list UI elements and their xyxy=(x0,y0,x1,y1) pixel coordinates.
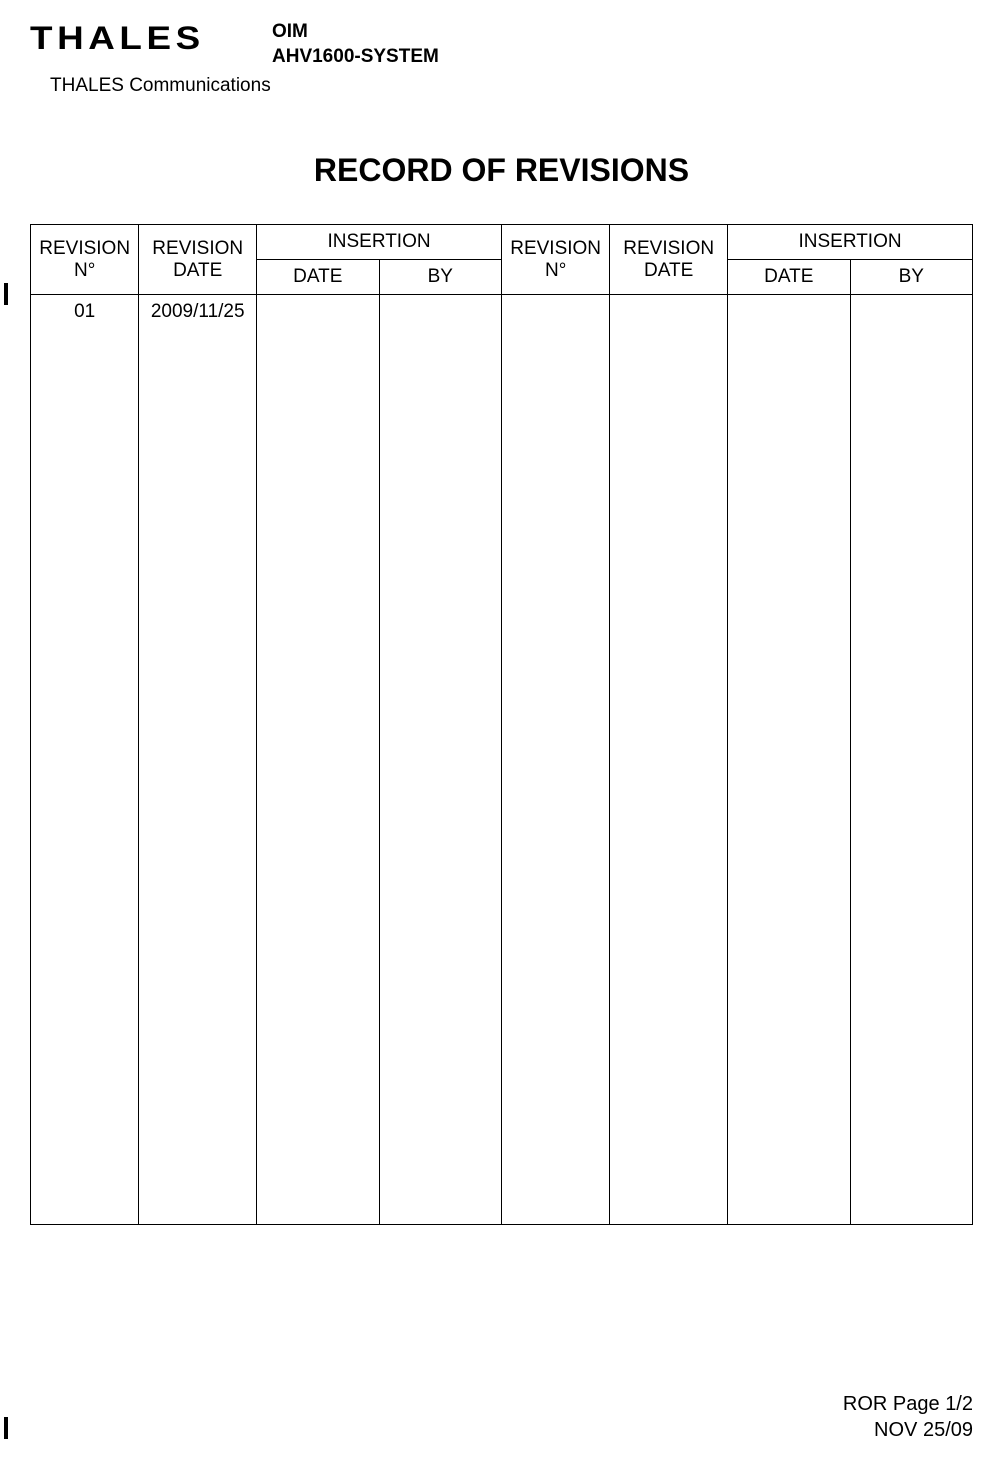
cell-revision-no: 01 xyxy=(31,295,139,1225)
company-logo: THALES xyxy=(30,20,205,57)
doc-ref-line1: OIM xyxy=(272,20,439,45)
cell-revision-date: 2009/11/25 xyxy=(139,295,257,1225)
cell-insertion-date xyxy=(257,295,379,1225)
logo-block: THALES xyxy=(30,20,182,57)
doc-ref-line2: AHV1600-SYSTEM xyxy=(272,45,439,70)
footer-page-ref: ROR Page 1/2 xyxy=(843,1391,973,1417)
cell-insertion-by-2 xyxy=(850,295,972,1225)
col-header-revision-date: REVISION DATE xyxy=(139,225,257,295)
col-header-insertion-right: INSERTION xyxy=(728,225,973,260)
col-header-insertion-date-right: DATE xyxy=(728,260,850,295)
footer-date: NOV 25/09 xyxy=(843,1417,973,1443)
table-header: REVISION N° REVISION DATE INSERTION REVI… xyxy=(31,225,973,295)
table-row: 01 2009/11/25 xyxy=(31,295,973,1225)
document-header: THALES OIM AHV1600-SYSTEM xyxy=(30,20,973,69)
col-header-revision-no-2: REVISION N° xyxy=(501,225,609,295)
revision-bar-mark-top xyxy=(4,283,8,305)
col-header-revision-date-2: REVISION DATE xyxy=(610,225,728,295)
cell-insertion-by xyxy=(379,295,501,1225)
col-header-insertion-by-left: BY xyxy=(379,260,501,295)
cell-revision-date-2 xyxy=(610,295,728,1225)
table-body: 01 2009/11/25 xyxy=(31,295,973,1225)
col-header-insertion-date-left: DATE xyxy=(257,260,379,295)
page-title: RECORD OF REVISIONS xyxy=(30,152,973,189)
revision-bar-mark-bottom xyxy=(4,1417,8,1439)
cell-insertion-date-2 xyxy=(728,295,850,1225)
company-subtitle: THALES Communications xyxy=(50,75,973,97)
document-reference: OIM AHV1600-SYSTEM xyxy=(272,20,439,69)
page-footer: ROR Page 1/2 NOV 25/09 xyxy=(843,1391,973,1443)
cell-revision-no-2 xyxy=(501,295,609,1225)
col-header-revision-no: REVISION N° xyxy=(31,225,139,295)
revisions-table: REVISION N° REVISION DATE INSERTION REVI… xyxy=(30,224,973,1225)
col-header-insertion-by-right: BY xyxy=(850,260,972,295)
col-header-insertion-left: INSERTION xyxy=(257,225,502,260)
